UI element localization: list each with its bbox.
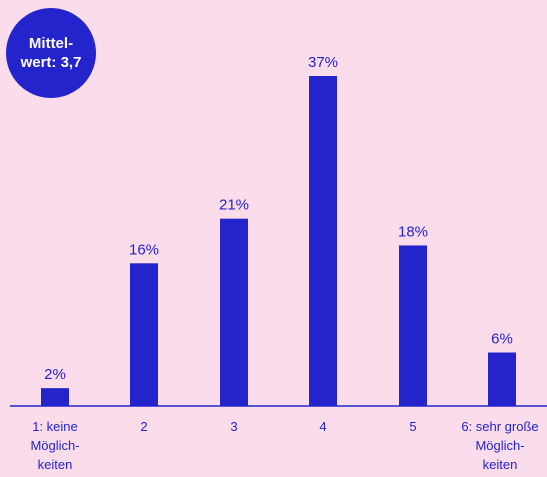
category-labels-group: 1: keine Möglich-keiten 2 3 4 5 6: sehr große M…	[30, 419, 538, 472]
value-label-5: 18%	[398, 223, 428, 240]
bar-1	[41, 388, 69, 406]
value-label-6: 6%	[491, 330, 513, 347]
bar-6	[488, 352, 516, 406]
bar-2	[130, 263, 158, 406]
value-labels-group: 2% 16% 21% 37% 18% 6%	[44, 54, 513, 383]
category-label-1: 1: keine Möglich-keiten	[30, 419, 79, 472]
bar-5	[399, 245, 427, 406]
value-label-3: 21%	[219, 197, 249, 214]
badge-line-1: Mittel-	[28, 35, 74, 52]
bar-3	[220, 218, 248, 406]
bars-group	[41, 76, 516, 406]
badge-line-2: wert: 3,7	[20, 54, 82, 71]
value-label-4: 37%	[308, 54, 338, 71]
mean-value-badge: Mittel- wert: 3,7	[6, 8, 96, 98]
bar-4	[309, 76, 337, 406]
category-label-2: 2	[140, 419, 147, 434]
category-label-3: 3	[230, 419, 237, 434]
category-label-5: 5	[409, 419, 416, 434]
value-label-2: 16%	[129, 241, 159, 258]
category-label-4: 4	[319, 419, 326, 434]
category-label-6: 6: sehr große Möglich-keiten	[461, 419, 538, 472]
value-label-1: 2%	[44, 366, 66, 383]
